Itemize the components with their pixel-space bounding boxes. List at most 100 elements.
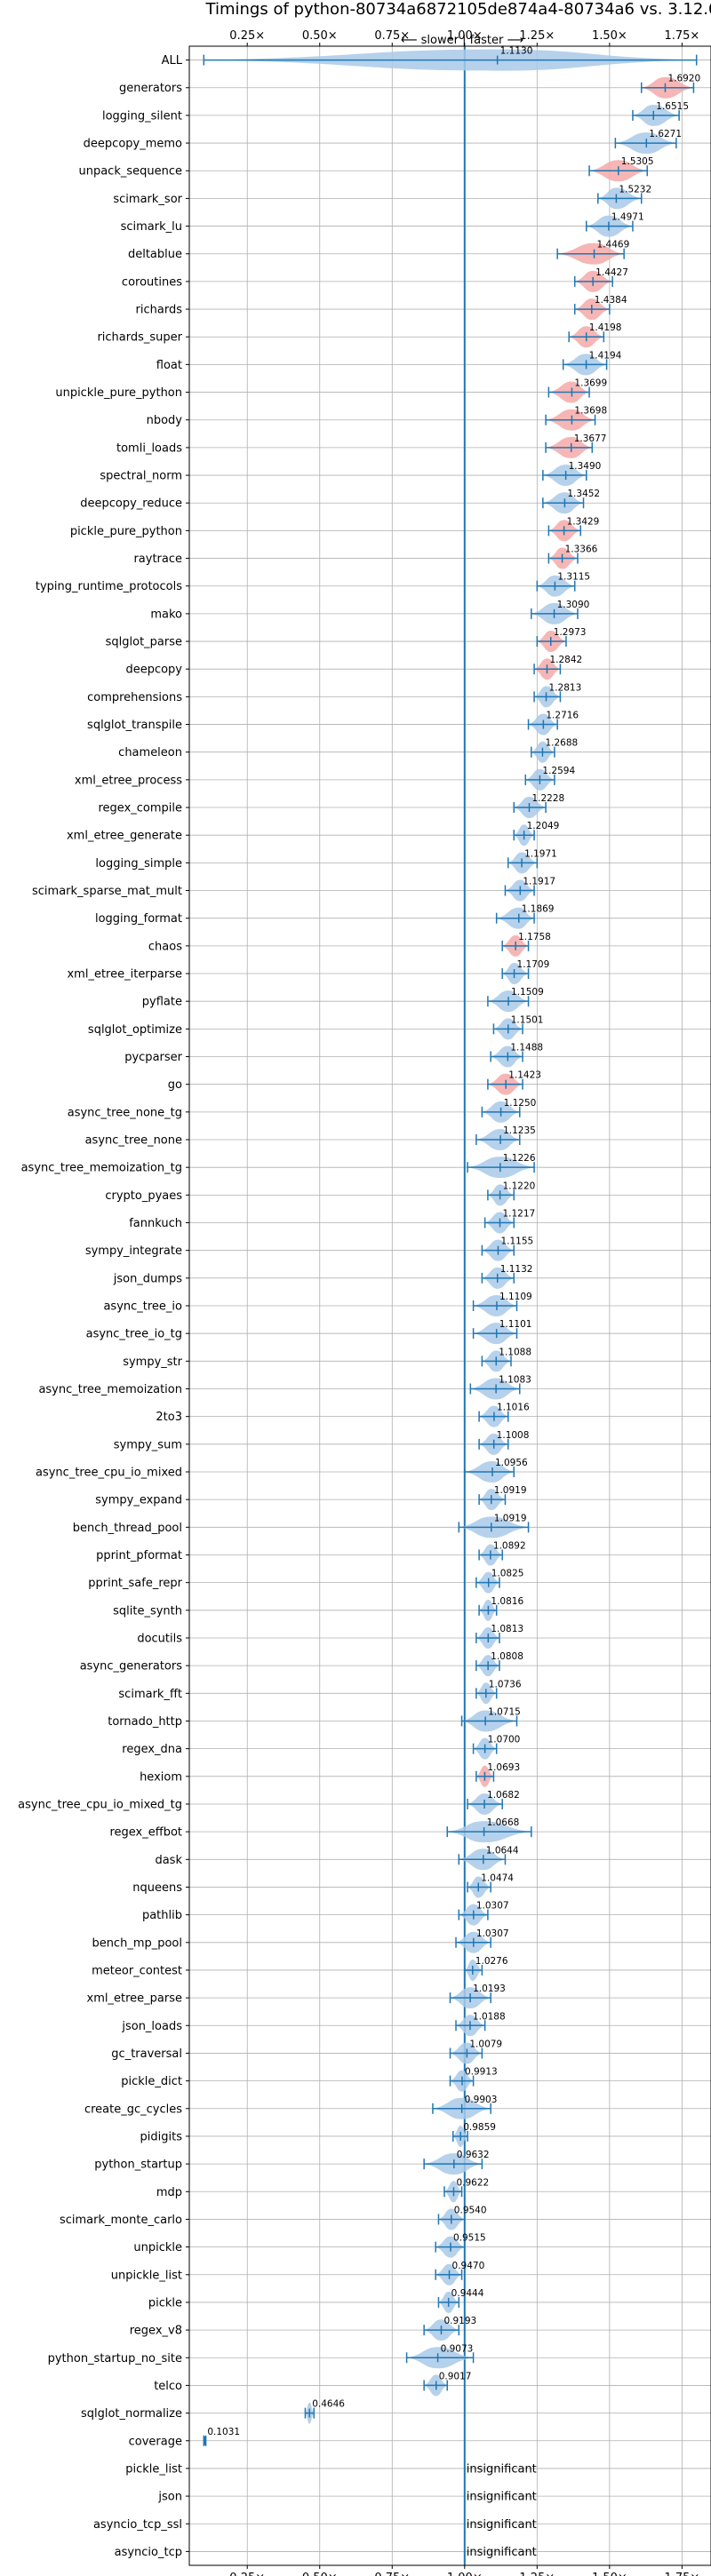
y-label-richards: richards [136, 304, 183, 317]
value-label-async-tree-io: 1.1109 [499, 1292, 532, 1302]
value-label-nqueens: 1.0474 [481, 1872, 514, 1883]
y-label-spectral-norm: spectral_norm [100, 470, 182, 483]
y-label-richards-super: richards_super [97, 331, 182, 345]
value-label-telco: 0.9017 [439, 2371, 472, 2381]
y-label-regex-v8: regex_v8 [130, 2325, 182, 2338]
y-label-sqlglot-transpile: sqlglot_transpile [87, 719, 182, 732]
value-label-raytrace: 1.3366 [565, 545, 598, 555]
value-label-pprint-safe-repr: 1.0825 [491, 1569, 524, 1579]
x-tick-label-bottom: 1.25× [519, 2572, 555, 2576]
y-label-asyncio-tcp-ssl: asyncio_tcp_ssl [93, 2518, 182, 2532]
value-label-xml-etree-generate: 1.2049 [527, 821, 560, 831]
insignificant-label-asyncio-tcp: insignificant [467, 2546, 537, 2559]
value-label-regex-v8: 0.9193 [443, 2316, 476, 2326]
x-tick-label-bottom: 1.00× [447, 2572, 483, 2576]
y-label-create-gc-cycles: create_gc_cycles [84, 2103, 182, 2116]
y-label-nbody: nbody [147, 414, 183, 427]
y-label-all: ALL [162, 54, 183, 68]
value-label-crypto-pyaes: 1.1220 [503, 1181, 536, 1191]
y-label-async-generators: async_generators [80, 1660, 183, 1674]
value-label-typing-runtime-protocols: 1.3115 [557, 572, 590, 583]
y-label-2to3: 2to3 [156, 1411, 182, 1424]
value-label-bench-mp-pool: 1.0307 [476, 1928, 509, 1939]
y-label-async-tree-cpu-io-mixed: async_tree_cpu_io_mixed [36, 1466, 182, 1479]
y-label-async-tree-cpu-io-mixed-tg: async_tree_cpu_io_mixed_tg [18, 1798, 182, 1811]
value-label-pathlib: 1.0307 [476, 1901, 509, 1912]
y-label-scimark-lu: scimark_lu [121, 220, 182, 234]
y-label-sympy-sum: sympy_sum [114, 1438, 182, 1451]
y-label-typing-runtime-protocols: typing_runtime_protocols [36, 580, 182, 593]
value-label-unpickle-pure-python: 1.3699 [574, 378, 607, 389]
y-label-fannkuch: fannkuch [129, 1217, 182, 1230]
y-label-nqueens: nqueens [132, 1881, 182, 1895]
y-label-sqlite-synth: sqlite_synth [113, 1604, 182, 1618]
value-label-coverage: 0.1031 [207, 2427, 240, 2437]
value-label-comprehensions: 1.2813 [549, 682, 582, 693]
value-label-2to3: 1.1016 [497, 1403, 530, 1413]
y-label-sqlglot-optimize: sqlglot_optimize [88, 1023, 182, 1037]
x-tick-label-top: 1.25× [519, 29, 555, 43]
x-tick-label-bottom: 0.75× [374, 2572, 410, 2576]
value-label-regex-compile: 1.2228 [531, 793, 564, 804]
value-label-all: 1.1130 [500, 46, 533, 57]
value-label-async-tree-none-tg: 1.1250 [504, 1098, 537, 1109]
y-label-tomli-loads: tomli_loads [116, 441, 182, 455]
value-label-scimark-monte-carlo: 0.9540 [454, 2205, 487, 2215]
value-label-chameleon: 1.2688 [545, 738, 578, 749]
value-label-nbody: 1.3698 [574, 406, 607, 417]
y-label-bench-mp-pool: bench_mp_pool [92, 1936, 182, 1950]
value-label-meteor-contest: 1.0276 [475, 1956, 508, 1967]
y-label-async-tree-memoization: async_tree_memoization [38, 1383, 182, 1396]
y-label-pycparser: pycparser [124, 1051, 182, 1064]
x-tick-label-bottom: 0.50× [302, 2572, 338, 2576]
value-label-async-tree-none: 1.1235 [503, 1125, 536, 1136]
value-label-dask: 1.0644 [486, 1845, 519, 1856]
value-label-docutils: 1.0813 [491, 1624, 523, 1634]
value-label-deepcopy: 1.2842 [549, 655, 582, 665]
y-label-json-dumps: json_dumps [113, 1272, 182, 1285]
y-label-async-tree-none-tg: async_tree_none_tg [68, 1106, 182, 1119]
value-label-pickle-pure-python: 1.3429 [567, 516, 600, 527]
y-label-pprint-safe-repr: pprint_safe_repr [88, 1577, 182, 1590]
y-label-logging-format: logging_format [95, 912, 182, 926]
y-label-docutils: docutils [137, 1632, 182, 1645]
y-label-pprint-pformat: pprint_pformat [96, 1549, 182, 1562]
value-label-sqlglot-parse: 1.2973 [554, 627, 587, 638]
value-label-async-tree-memoization-tg: 1.1226 [503, 1153, 536, 1164]
y-label-unpickle-pure-python: unpickle_pure_python [55, 386, 182, 400]
value-label-pycparser: 1.1488 [510, 1043, 543, 1053]
value-label-pickle: 0.9444 [451, 2288, 484, 2299]
value-label-bench-thread-pool: 1.0919 [494, 1513, 527, 1523]
y-label-regex-dna: regex_dna [122, 1743, 182, 1756]
y-label-async-tree-memoization-tg: async_tree_memoization_tg [21, 1162, 182, 1175]
y-label-async-tree-io-tg: async_tree_io_tg [86, 1328, 182, 1341]
y-label-logging-simple: logging_simple [95, 857, 182, 871]
y-label-pickle-list: pickle_list [125, 2462, 182, 2476]
y-label-deepcopy-memo: deepcopy_memo [84, 138, 182, 151]
value-label-json-dumps: 1.1132 [500, 1264, 533, 1275]
value-label-sqlite-synth: 1.0816 [491, 1596, 523, 1607]
value-label-regex-effbot: 1.0668 [487, 1817, 520, 1828]
value-label-async-tree-io-tg: 1.1101 [499, 1319, 532, 1330]
x-tick-label-top: 0.50× [302, 29, 338, 43]
y-label-sqlglot-normalize: sqlglot_normalize [81, 2407, 182, 2421]
y-label-pickle-dict: pickle_dict [121, 2075, 182, 2088]
y-label-dask: dask [155, 1854, 182, 1867]
y-label-chameleon: chameleon [118, 746, 182, 759]
y-label-scimark-fft: scimark_fft [118, 1688, 182, 1701]
value-label-async-tree-cpu-io-mixed: 1.0956 [495, 1458, 528, 1468]
y-label-logging-silent: logging_silent [102, 109, 182, 123]
value-label-xml-etree-parse: 1.0193 [473, 1984, 506, 1994]
value-label-go: 1.1423 [508, 1070, 541, 1081]
y-label-pyflate: pyflate [142, 996, 182, 1009]
value-label-float: 1.4194 [589, 350, 622, 361]
value-label-spectral-norm: 1.3490 [569, 461, 602, 472]
y-label-xml-etree-iterparse: xml_etree_iterparse [67, 968, 182, 982]
y-label-unpickle: unpickle [133, 2241, 182, 2254]
value-label-sympy-sum: 1.1008 [497, 1430, 530, 1441]
value-label-pprint-pformat: 1.0892 [493, 1540, 526, 1551]
value-label-tomli-loads: 1.3677 [574, 433, 607, 444]
labels-layer: 0.25×0.25×0.50×0.50×0.75×0.75×1.00×1.00×… [18, 29, 700, 2576]
y-label-gc-traversal: gc_traversal [111, 2047, 182, 2061]
